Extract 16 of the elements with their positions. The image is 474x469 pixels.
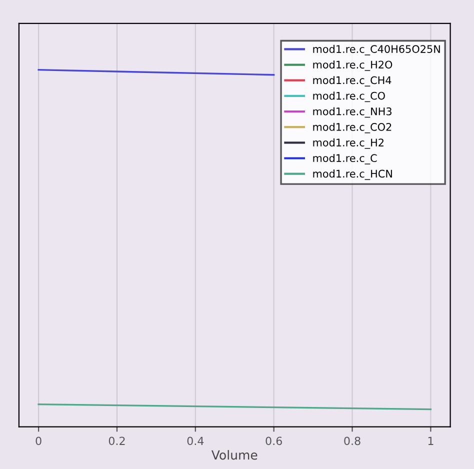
legend-label: mod1.re.c_CO2 <box>313 122 392 134</box>
x-tick-label: 0 <box>36 436 42 446</box>
legend-label: mod1.re.c_NH3 <box>313 107 392 118</box>
legend-label: mod1.re.c_CH4 <box>313 76 392 86</box>
legend-label: mod1.re.c_H2O <box>313 60 392 71</box>
x-axis-title: Volume <box>211 450 258 460</box>
x-tick-label: 0.4 <box>187 436 204 446</box>
x-tick-label: 0.2 <box>108 436 125 446</box>
legend-label: mod1.re.c_H2 <box>313 138 384 149</box>
x-tick-label: 0.8 <box>344 436 360 446</box>
x-tick-label: 0.6 <box>266 436 282 446</box>
legend-label: mod1.re.c_HCN <box>313 170 392 180</box>
legend-label: mod1.re.c_CO <box>313 92 385 102</box>
legend-label: mod1.re.c_C40H65O25N <box>313 44 440 56</box>
legend-label: mod1.re.c_C <box>313 154 377 164</box>
x-tick-label: 1 <box>428 436 434 445</box>
